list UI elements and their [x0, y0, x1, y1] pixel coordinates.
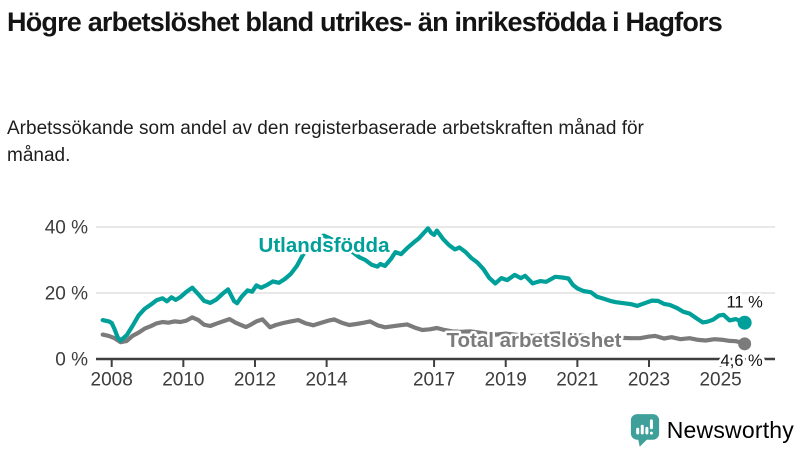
series-end-value-label: 11 %: [726, 294, 763, 312]
x-tick-label: 2012: [234, 370, 276, 391]
newsworthy-logo: Newsworthy: [630, 413, 794, 447]
x-tick-label: 2014: [305, 370, 348, 391]
x-tick-label: 2010: [162, 370, 204, 391]
series-end-dot: [738, 337, 752, 351]
x-tick-label: 2019: [485, 370, 527, 391]
series-end-value-label: 4,6 %: [721, 352, 764, 370]
x-tick-label: 2008: [91, 370, 133, 391]
newsworthy-logo-icon: [630, 414, 659, 447]
y-tick-label: 40 %: [45, 218, 88, 239]
newsworthy-logo-text: Newsworthy: [666, 416, 794, 443]
series-name-label: Utlandsfödda: [259, 234, 391, 257]
series-line-utlandsfodda: [100, 226, 747, 343]
series-line-total: [100, 315, 747, 346]
page-title: Högre arbetslöshet bland utrikes- än inr…: [7, 7, 723, 37]
y-tick-label: 0 %: [55, 350, 88, 371]
x-tick-label: 2021: [556, 370, 598, 391]
logo-bubble: [630, 414, 659, 447]
series-name-label: Total arbetslöshet: [446, 329, 621, 352]
page-subtitle: Arbetssökande som andel av den registerb…: [7, 118, 644, 166]
x-tick-label: 2025: [699, 370, 741, 391]
x-tick-label: 2023: [628, 370, 670, 391]
logo-bars: [635, 419, 653, 435]
y-tick-label: 20 %: [45, 284, 88, 305]
x-tick-label: 2017: [413, 370, 455, 391]
series-end-dot: [737, 315, 752, 330]
